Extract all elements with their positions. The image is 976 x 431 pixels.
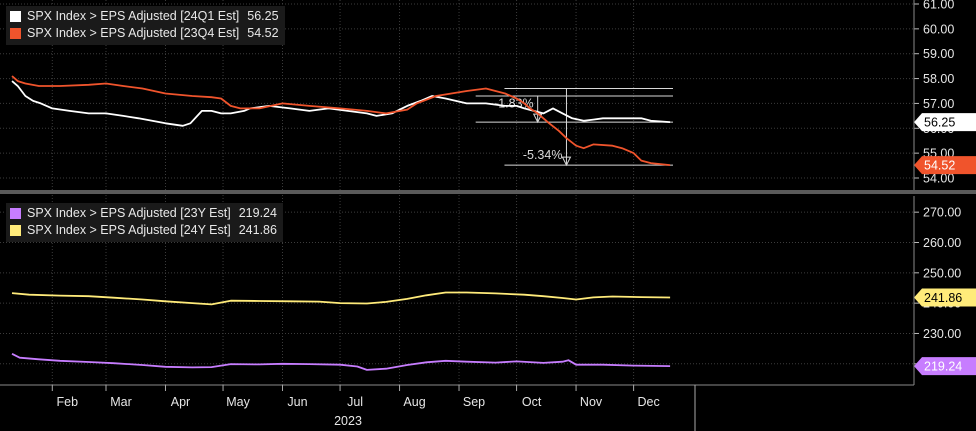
y-tick-label: 260.00 [923,236,961,250]
annotation-label: -1.83% [494,96,534,110]
y-tick-label: 59.00 [923,47,954,61]
legend-value: 54.52 [247,26,279,40]
last-value-label: 56.25 [924,116,955,130]
annotation-label: -5.34% [523,148,563,162]
last-value-tag [914,357,976,376]
y-tick-label: 250.00 [923,266,961,280]
y-tick-label: 58.00 [923,72,954,86]
series-line [11,80,671,127]
x-tick-label: May [226,395,250,409]
legend-value: 241.86 [238,223,277,237]
legend-item[interactable]: SPX Index > EPS Adjusted [23Q4 Est] 54.5… [10,25,279,42]
legend-item[interactable]: SPX Index > EPS Adjusted [24Y Est] 241.8… [10,222,277,239]
x-tick-label: Aug [403,395,425,409]
y-tick-label: 57.00 [923,97,954,111]
legend-swatch [10,11,21,22]
x-tick-label: Oct [522,395,542,409]
last-value-label: 219.24 [924,360,962,374]
legend-item[interactable]: SPX Index > EPS Adjusted [23Y Est] 219.2… [10,205,277,222]
last-value-tag [914,156,976,175]
legend-value: 219.24 [238,206,277,220]
y-tick-label: 61.00 [923,0,954,12]
legend-swatch [10,208,21,219]
series-line [11,352,671,371]
legend-value: 56.25 [247,9,279,23]
y-tick-label: 60.00 [923,22,954,36]
series-line [11,291,671,306]
y-tick-label: 54.00 [923,172,954,186]
panel-separator [0,190,976,194]
legend-label: SPX Index > EPS Adjusted [23Y Est] [27,206,231,220]
x-tick-label: Apr [171,395,190,409]
y-tick-label: 270.00 [923,206,961,220]
last-value-label: 54.52 [924,159,955,173]
legend-swatch [10,225,21,236]
last-value-tag [914,288,976,307]
x-tick-label: Jul [347,395,363,409]
legend-bottom: SPX Index > EPS Adjusted [23Y Est] 219.2… [6,203,283,242]
legend-label: SPX Index > EPS Adjusted [23Q4 Est] [27,26,240,40]
legend-label: SPX Index > EPS Adjusted [24Q1 Est] [27,9,240,23]
series-line [11,75,671,166]
x-tick-label: Dec [637,395,659,409]
x-tick-label: Mar [110,395,132,409]
legend-top: SPX Index > EPS Adjusted [24Q1 Est] 56.2… [6,6,285,45]
x-tick-label: Nov [580,395,603,409]
x-year-label: 2023 [334,414,362,428]
x-tick-label: Sep [463,395,485,409]
last-value-label: 241.86 [924,291,962,305]
y-tick-label: 230.00 [923,327,961,341]
x-tick-label: Jun [287,395,307,409]
legend-item[interactable]: SPX Index > EPS Adjusted [24Q1 Est] 56.2… [10,8,279,25]
legend-label: SPX Index > EPS Adjusted [24Y Est] [27,223,231,237]
legend-swatch [10,28,21,39]
annotation-arrow-head [561,156,572,167]
x-tick-label: Feb [57,395,79,409]
last-value-tag [914,113,976,132]
